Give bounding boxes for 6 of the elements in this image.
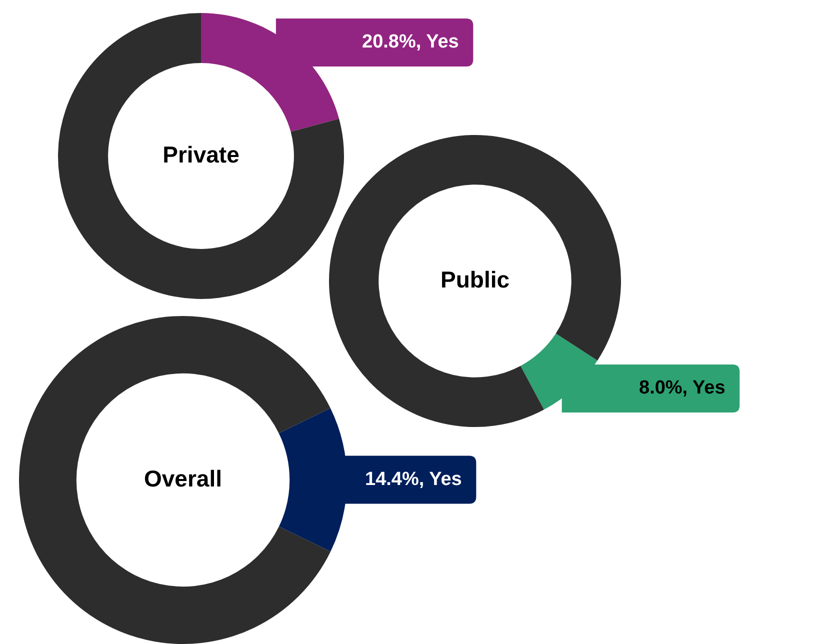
text: Public [440,266,510,292]
slice-label: 14.4%, Yes [365,469,462,490]
text: Overall [144,465,222,492]
text: Private [162,141,240,168]
slice-label: 20.8%, Yes [362,32,459,53]
slice-label: 8.0%, Yes [639,378,726,399]
